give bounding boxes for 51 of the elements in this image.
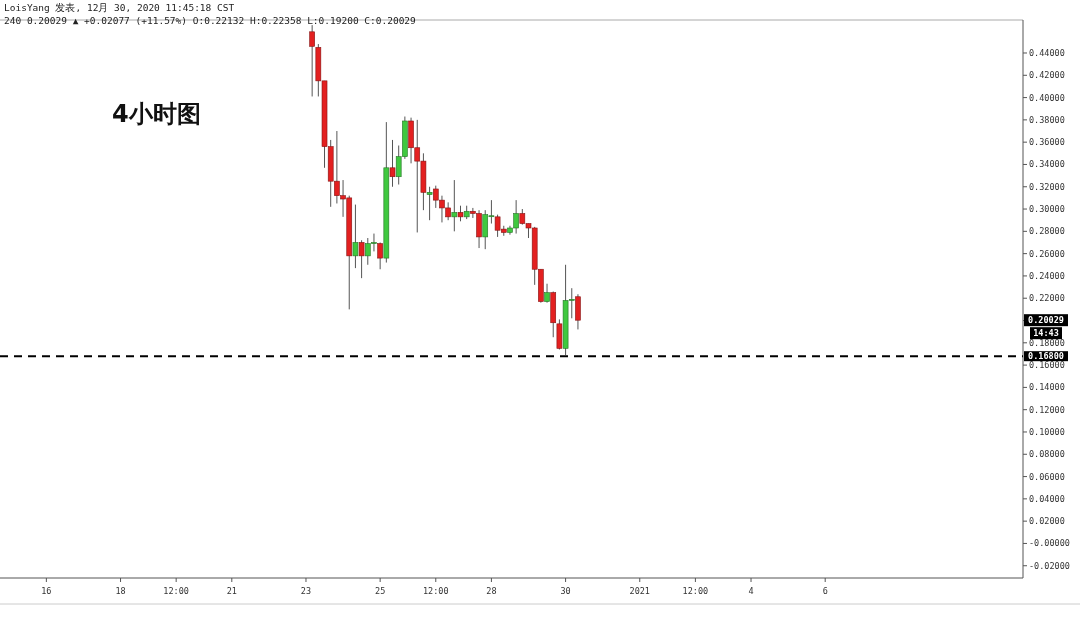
candlestick [352,204,359,269]
y-tick-label: 0.40000 [1029,92,1065,103]
y-tick-label: 0.32000 [1029,181,1065,192]
candlestick [309,24,315,97]
y-tick-label: 0.06000 [1029,471,1065,482]
chart-title: LoisYang 发表, 12月 30, 2020 11:45:18 CST [4,2,235,13]
candlestick [575,293,581,330]
x-tick-label: 30 [560,586,571,596]
y-tick-label: 0.36000 [1029,137,1065,148]
candlestick [544,283,550,304]
ref-line-label: 0.16800 [1028,351,1064,362]
candlestick [426,186,433,221]
x-tick-label: 6 [822,586,828,596]
y-tick-label: 0.22000 [1029,293,1065,304]
text: 0.20029 [1028,315,1064,326]
x-tick-label: 16 [41,586,52,596]
y-tick-label: 0.10000 [1029,426,1065,437]
y-tick-label: 0.24000 [1029,270,1065,281]
y-tick-label: 0.02000 [1029,516,1065,527]
y-tick-label: 0.26000 [1029,248,1065,259]
y-tick-label: 0.42000 [1029,70,1065,81]
y-tick-label: 0.14000 [1029,382,1065,393]
y-tick-label: 0.18000 [1029,337,1065,348]
x-tick-label: 4 [748,586,754,596]
y-tick-label: 0.44000 [1029,47,1065,58]
x-tick-label: 12:00 [422,586,449,596]
x-tick-label: 23 [300,586,312,596]
y-tick-label: 0.30000 [1029,204,1065,215]
x-tick-label: 28 [486,586,497,596]
x-tick-label: 12:00 [163,586,189,596]
x-tick-label: 21 [226,586,237,596]
y-tick-label: 0.34000 [1029,159,1065,170]
candlestick [389,139,396,188]
x-tick-label: 12:00 [682,586,709,596]
y-tick-label: 0.38000 [1029,114,1065,125]
y-tick-label: 0.08000 [1029,449,1065,460]
y-tick-label: 0.04000 [1029,493,1065,504]
annotation: 4小时图 [112,100,201,128]
y-tick-label: -0.02000 [1029,560,1070,571]
candlestick [377,241,383,270]
x-tick-label: 25 [375,586,386,596]
candlestick [358,239,365,279]
x-tick-label: 2021 [629,586,650,596]
y-tick-label: 0.16000 [1029,360,1065,371]
y-tick-label: 0.28000 [1029,226,1065,237]
chart-subtitle: 240 0.20029 ▲ +0.02077 (+11.57%) O:0.22132 H:0.22358 L:0.19200 C:0.20029 [4,15,417,26]
x-tick-label: 18 [115,586,126,596]
candlestick [451,179,458,232]
y-tick-label: 0.12000 [1029,404,1065,415]
text: 14:43 [1033,328,1059,339]
y-tick-label: -0.00000 [1029,538,1070,549]
